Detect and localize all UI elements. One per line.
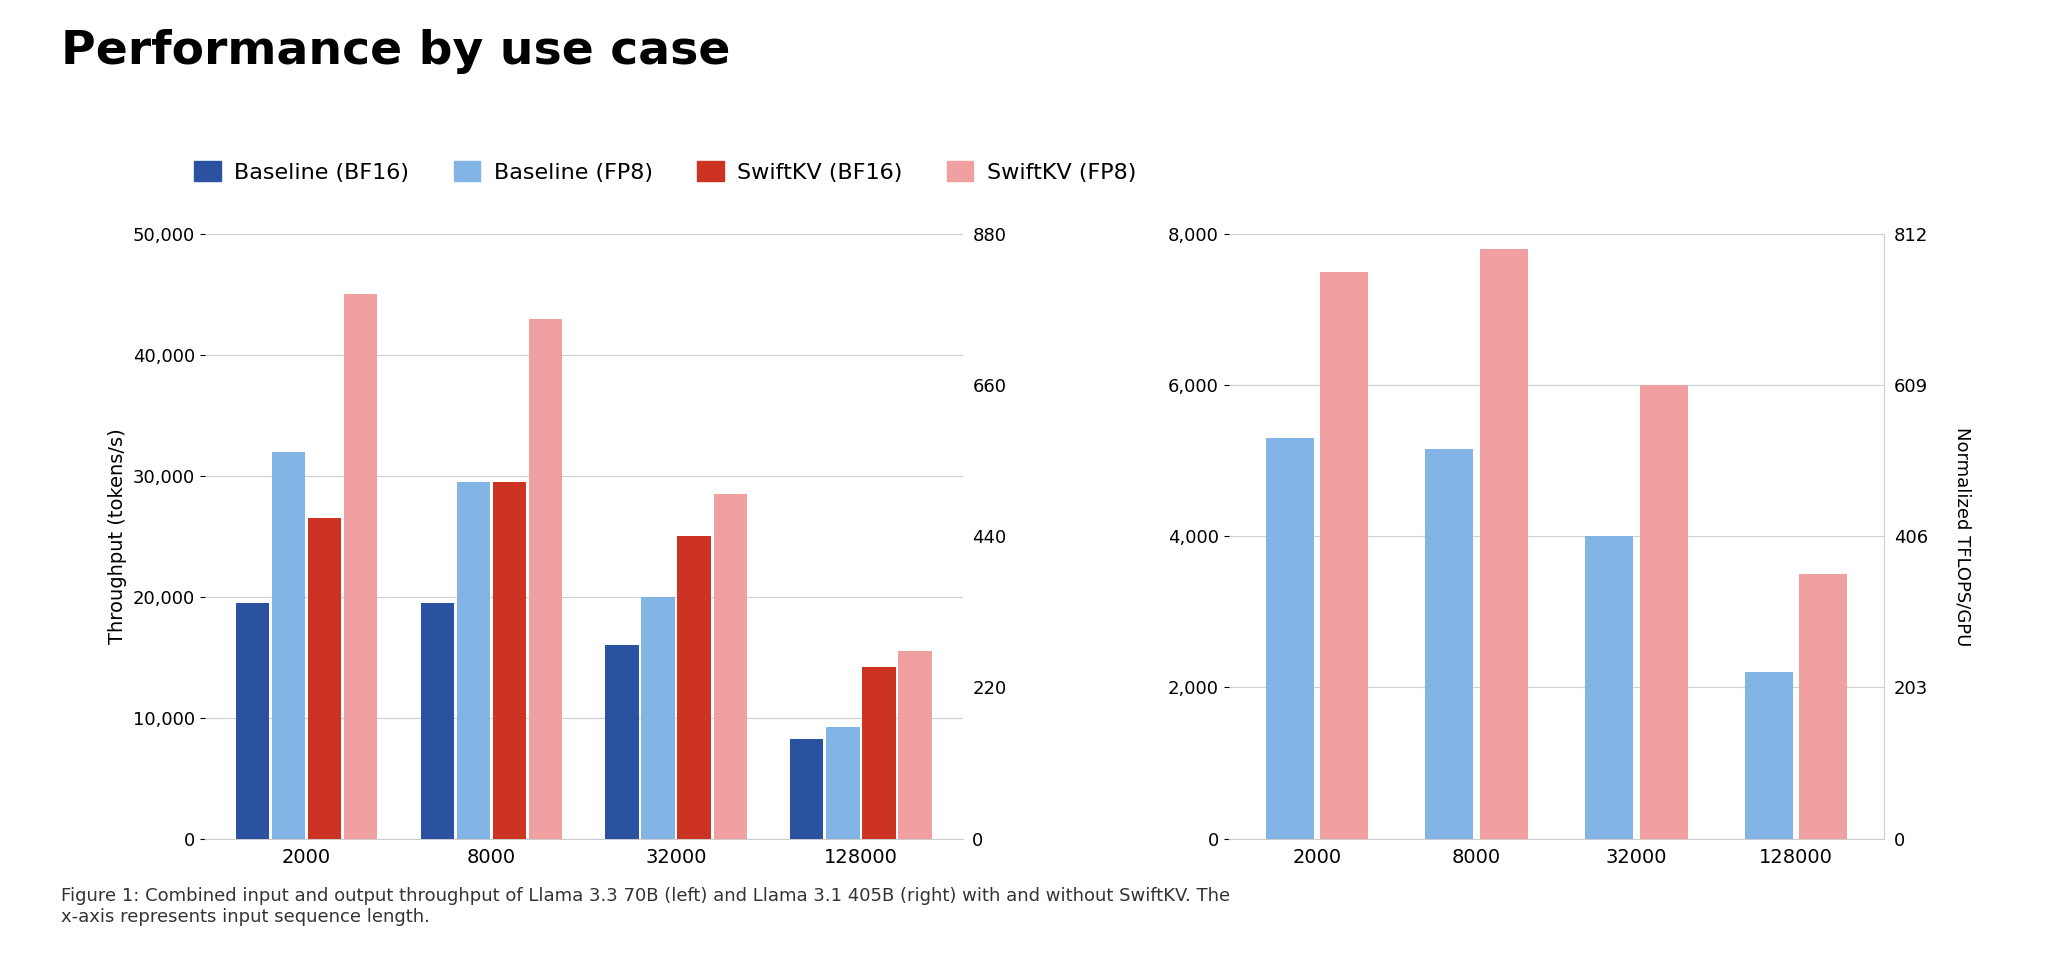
Bar [1585,536,1632,838]
Bar [678,536,711,838]
Text: Figure 1: Combined input and output throughput of Llama 3.3 70B (left) and Llama: Figure 1: Combined input and output thro… [61,887,1231,926]
Bar [1319,272,1368,838]
Bar [1745,673,1794,838]
Bar [236,603,268,838]
Bar [1640,385,1688,838]
Bar [899,651,932,838]
Bar [272,451,305,838]
Bar [1800,574,1847,838]
Legend: Baseline (BF16), Baseline (FP8), SwiftKV (BF16), SwiftKV (FP8): Baseline (BF16), Baseline (FP8), SwiftKV… [184,152,1145,192]
Bar [791,739,823,838]
Bar [494,482,526,838]
Bar [713,494,748,838]
Bar [420,603,455,838]
Bar [344,294,377,838]
Bar [1266,438,1313,838]
Bar [457,482,489,838]
Bar [606,645,639,838]
Bar [528,319,561,838]
Bar [1425,449,1473,838]
Bar [307,518,342,838]
Bar [641,597,674,838]
Bar [825,727,860,838]
Text: Performance by use case: Performance by use case [61,29,731,74]
Bar [1481,249,1528,838]
Y-axis label: Throughput (tokens/s): Throughput (tokens/s) [109,428,127,644]
Bar [862,667,895,838]
Y-axis label: Normalized TFLOPS/GPU: Normalized TFLOPS/GPU [1954,427,1970,645]
